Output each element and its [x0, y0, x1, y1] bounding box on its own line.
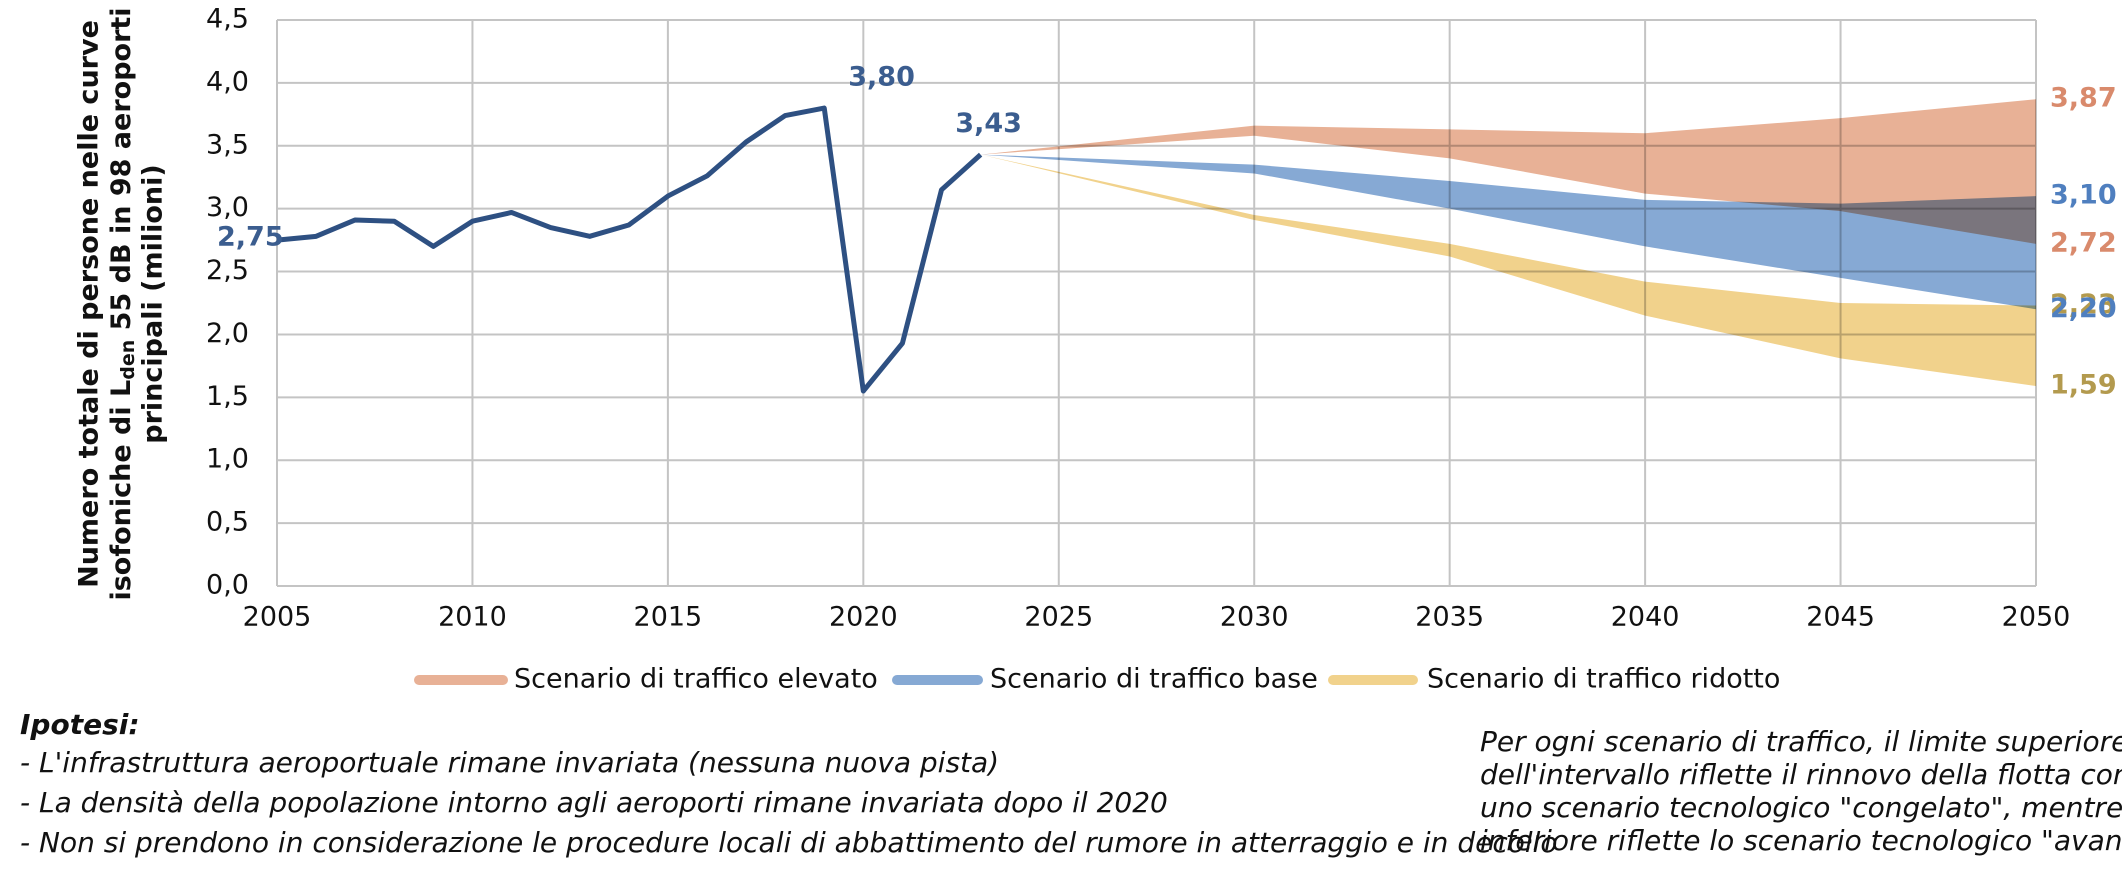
data-label: 3,43 — [955, 108, 1022, 139]
y-tick-label: 1,5 — [206, 381, 249, 412]
x-tick-label: 2045 — [1806, 602, 1875, 633]
y-title-line: principali (milioni) — [138, 164, 169, 443]
y-title-sub: den — [117, 340, 139, 380]
data-label: 3,87 — [2050, 83, 2117, 114]
x-tick-label: 2015 — [634, 602, 703, 633]
scenario-band — [980, 154, 2036, 310]
x-tick-label: 2050 — [2002, 602, 2071, 633]
bands — [980, 99, 2036, 387]
data-label: 3,80 — [848, 62, 915, 93]
y-tick-label: 0,0 — [206, 570, 249, 601]
y-tick-label: 4,5 — [206, 4, 249, 35]
y-tick-label: 1,0 — [206, 444, 249, 475]
x-tick-label: 2040 — [1611, 602, 1680, 633]
x-tick-label: 2030 — [1220, 602, 1289, 633]
side-note: uno scenario tecnologico "congelato", me… — [1480, 791, 2122, 824]
data-label: 2,75 — [217, 222, 284, 253]
data-label: 1,59 — [2050, 370, 2117, 401]
note-item: - La densità della popolazione intorno a… — [20, 786, 1168, 819]
scenario-band — [980, 154, 2036, 387]
y-title-line: isofoniche di Lden 55 dB in 98 aeroporti — [106, 7, 139, 600]
y-tick-label: 0,5 — [206, 507, 249, 538]
note-item: - Non si prendono in considerazione le p… — [20, 826, 1558, 859]
y-title-line: Numero totale di persone nelle curve — [74, 20, 105, 588]
y-axis-title: Numero totale di persone nelle curve iso… — [74, 7, 169, 600]
x-tick-label: 2020 — [829, 602, 898, 633]
legend-label: Scenario di traffico base — [990, 664, 1318, 695]
x-tick-label: 2005 — [243, 602, 312, 633]
x-tick-label: 2035 — [1415, 602, 1484, 633]
data-label: 2,20 — [2050, 293, 2117, 324]
data-label: 3,10 — [2050, 180, 2117, 211]
y-tick-label: 3,0 — [206, 192, 249, 223]
plot — [276, 105, 983, 394]
y-tick-label: 4,0 — [206, 66, 249, 97]
y-tick-label: 2,0 — [206, 318, 249, 349]
x-tick-label: 2010 — [438, 602, 507, 633]
legend-label: Scenario di traffico ridotto — [1427, 664, 1780, 695]
y-tick-label: 3,5 — [206, 129, 249, 160]
side-note: dell'intervallo riflette il rinnovo dell… — [1480, 758, 2122, 791]
y-tick-label: 2,5 — [206, 255, 249, 286]
history-line — [276, 105, 983, 394]
scenario-band — [980, 99, 2036, 244]
side-note: Per ogni scenario di traffico, il limite… — [1480, 725, 2122, 758]
y-title-part: 55 dB in 98 aeroporti — [106, 7, 137, 339]
y-title-part: isofoniche di L — [106, 380, 137, 601]
note-item: - L'infrastruttura aeroportuale rimane i… — [20, 746, 999, 779]
side-note: inferiore riflette lo scenario tecnologi… — [1480, 824, 2122, 857]
data-label: 2,23 — [2050, 289, 2117, 320]
x-tick-label: 2025 — [1024, 602, 1093, 633]
data-label: 2,72 — [2050, 227, 2117, 258]
legend-label: Scenario di traffico elevato — [514, 664, 878, 695]
notes-heading: Ipotesi: — [20, 708, 140, 741]
